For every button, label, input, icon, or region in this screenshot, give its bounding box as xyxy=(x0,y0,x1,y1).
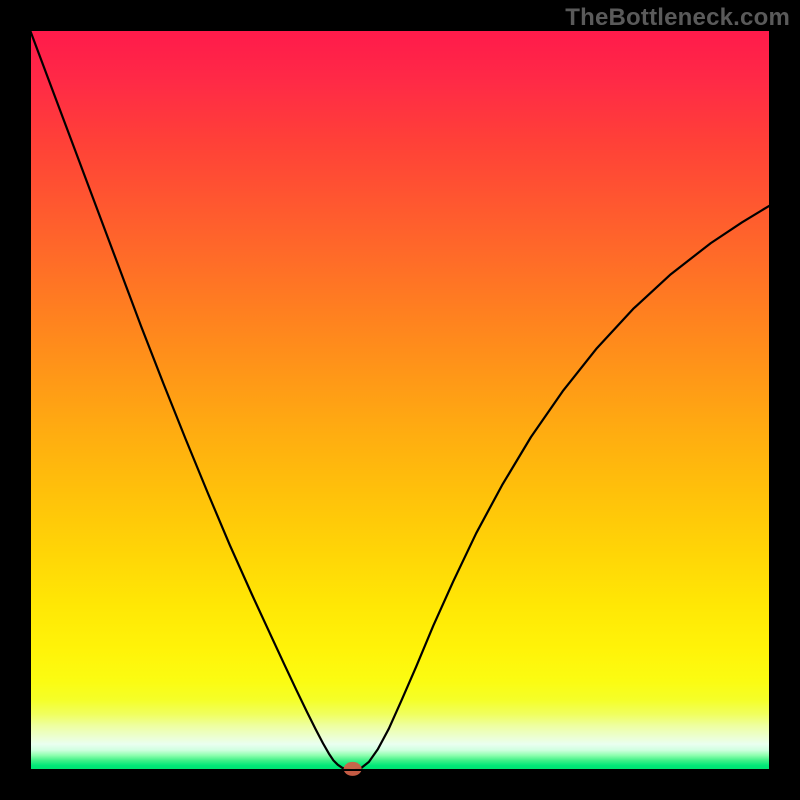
vertex-marker xyxy=(344,762,362,776)
bottleneck-chart xyxy=(0,0,800,800)
watermark-text: TheBottleneck.com xyxy=(565,4,790,32)
stage: TheBottleneck.com xyxy=(0,0,800,800)
gradient-background xyxy=(30,30,770,770)
